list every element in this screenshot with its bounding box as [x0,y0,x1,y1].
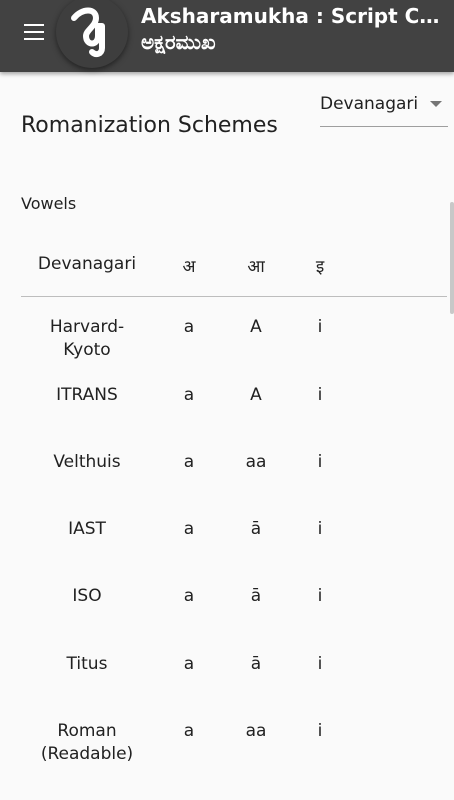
chevron-down-icon [430,101,442,107]
vowel-cell: A [250,317,262,337]
vowel-cell: a [183,317,195,337]
vowel-cell: a [183,586,195,606]
vowel-cell: a [183,452,195,472]
table-row: Titus a ā i [21,653,447,713]
header-cell: Devanagari [37,254,137,274]
vowel-cell: a [183,519,195,539]
header-cell: अ [182,257,196,277]
vowel-cell: i [317,586,323,606]
app-title: Aksharamukha : Script Con... [141,4,441,28]
table-row: ISO a ā i [21,585,447,645]
table-header: Devanagari अ आ इ [21,240,447,297]
app-subtitle: ಅಕ್ಷರಮುಖ [141,30,216,54]
menu-icon[interactable] [24,24,44,40]
scrollbar-thumb[interactable] [450,202,454,314]
vowel-cell: i [317,519,323,539]
section-label-vowels: Vowels [21,194,77,213]
vowel-cell: a [183,721,195,741]
vowel-cell: aa [245,721,267,741]
header-cell: इ [315,257,325,277]
scheme-name-cell: Velthuis [53,452,121,472]
scheme-name-cell: Titus [66,654,108,674]
vowel-cell: i [317,452,323,472]
table-row: Velthuis a aa i [21,451,447,511]
scheme-name-cell: ITRANS [56,385,118,405]
vowel-cell: ā [250,519,262,539]
vowel-cell: i [317,654,323,674]
table-row: IAST a ā i [21,518,447,578]
script-select-value: Devanagari [320,94,419,114]
header-cell: आ [247,257,265,277]
script-select[interactable]: Devanagari [320,90,448,127]
scheme-name-cell: ISO [72,586,102,606]
table-row: Roman (Readable) a aa i [21,720,447,780]
scheme-name-cell: IAST [68,519,106,539]
vowel-cell: A [250,385,262,405]
vowel-cell: aa [245,452,267,472]
scheme-name-cell: Roman (Readable) [40,721,134,764]
vowel-cell: a [183,654,195,674]
scheme-name-cell: Harvard- Kyoto [49,317,125,360]
vowel-cell: a [183,385,195,405]
vowel-cell: ā [250,654,262,674]
app-bar: Aksharamukha : Script Con... ಅಕ್ಷರಮುಖ [0,0,454,72]
aksharamukha-logo [56,0,128,68]
vowel-cell: i [317,721,323,741]
vowel-cell: i [317,317,323,337]
vowel-cell: ā [250,586,262,606]
scrollbar[interactable] [449,72,454,800]
vowel-cell: i [317,385,323,405]
page-title: Romanization Schemes [21,113,278,138]
